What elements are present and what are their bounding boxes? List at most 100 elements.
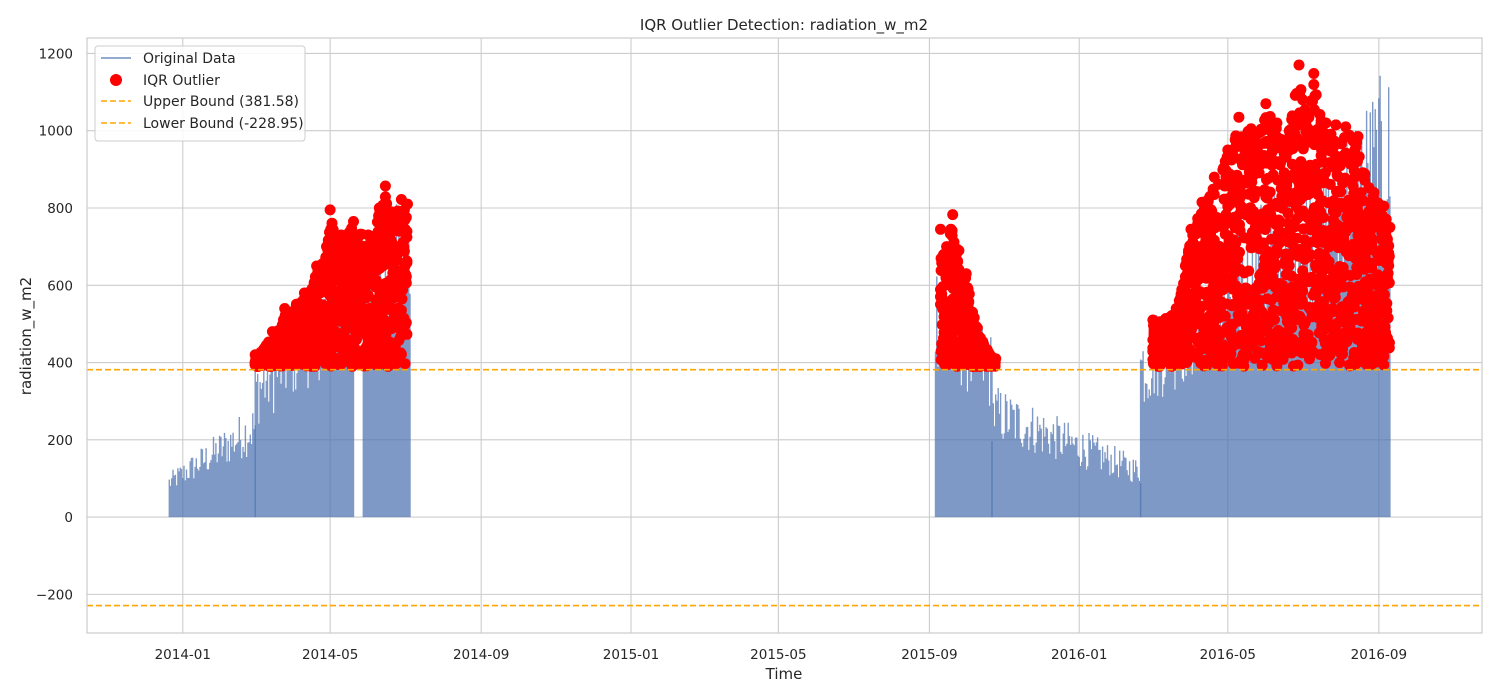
x-tick-label: 2016-01 bbox=[1051, 647, 1107, 663]
outlier-point bbox=[1233, 111, 1245, 123]
outlier-point bbox=[1208, 189, 1220, 200]
legend-label-upper: Upper Bound (381.58) bbox=[143, 94, 299, 110]
outlier-point bbox=[1308, 79, 1320, 90]
outlier-point bbox=[1378, 200, 1390, 212]
outlier-point bbox=[324, 204, 336, 216]
outlier-point bbox=[1196, 196, 1208, 208]
outlier-point bbox=[1170, 303, 1182, 314]
outlier-point bbox=[401, 225, 413, 237]
outlier-point bbox=[1382, 312, 1394, 324]
outlier-point bbox=[1384, 221, 1396, 233]
legend-marker-icon bbox=[110, 74, 122, 86]
outlier-point bbox=[1219, 310, 1231, 322]
outlier-point bbox=[279, 303, 291, 314]
outlier-point bbox=[1269, 314, 1280, 326]
outlier-point bbox=[1383, 250, 1395, 262]
outlier-point bbox=[1260, 98, 1272, 110]
outlier-point bbox=[1378, 350, 1390, 362]
outlier-point bbox=[1383, 260, 1395, 272]
outlier-point bbox=[398, 245, 410, 257]
y-tick-label: 400 bbox=[47, 356, 73, 372]
y-tick-label: −200 bbox=[36, 587, 73, 603]
outlier-point bbox=[1147, 314, 1159, 326]
outlier-point bbox=[1378, 359, 1390, 371]
outlier-point bbox=[399, 358, 411, 370]
outlier-point bbox=[1224, 198, 1236, 210]
outlier-point bbox=[1323, 256, 1335, 268]
outlier-point bbox=[1273, 237, 1285, 249]
outlier-point bbox=[402, 198, 413, 210]
outlier-point bbox=[1292, 359, 1304, 371]
outlier-point bbox=[362, 289, 374, 301]
outlier-point bbox=[400, 317, 412, 329]
original-data-series bbox=[168, 75, 1391, 518]
x-tick-label: 2014-01 bbox=[155, 647, 211, 663]
chart-title: IQR Outlier Detection: radiation_w_m2 bbox=[640, 16, 928, 35]
outlier-point bbox=[379, 180, 391, 192]
iqr-outlier-series bbox=[249, 59, 1396, 373]
outlier-point bbox=[1283, 260, 1295, 272]
y-tick-label: 200 bbox=[47, 433, 73, 449]
outlier-point bbox=[1297, 94, 1309, 106]
outlier-point bbox=[401, 257, 413, 269]
outlier-point bbox=[1305, 249, 1317, 261]
outlier-point bbox=[1293, 59, 1305, 71]
outlier-point bbox=[1308, 68, 1320, 79]
outlier-point bbox=[327, 224, 339, 236]
outlier-point bbox=[953, 245, 965, 256]
outlier-point bbox=[1359, 168, 1371, 180]
outlier-point bbox=[1269, 262, 1281, 274]
outlier-point bbox=[1318, 296, 1330, 308]
outlier-point bbox=[952, 255, 964, 267]
outlier-point bbox=[1330, 119, 1342, 131]
outlier-point bbox=[1383, 277, 1395, 289]
outlier-point bbox=[400, 211, 412, 223]
outlier-point bbox=[1353, 151, 1365, 163]
outlier-point bbox=[990, 353, 1002, 365]
outlier-point bbox=[1282, 207, 1294, 219]
legend: Original Data IQR Outlier Upper Bound (3… bbox=[94, 45, 306, 142]
x-tick-label: 2015-01 bbox=[603, 647, 659, 663]
outlier-point bbox=[935, 223, 946, 235]
y-tick-label: 800 bbox=[47, 201, 73, 217]
x-tick-label: 2014-09 bbox=[453, 647, 509, 663]
original-data-segment bbox=[254, 235, 355, 518]
outlier-point bbox=[1208, 171, 1220, 183]
original-data-segment bbox=[991, 388, 1142, 518]
outlier-point bbox=[401, 328, 413, 340]
y-tick-label: 1200 bbox=[39, 46, 73, 62]
legend-label-original: Original Data bbox=[143, 51, 236, 67]
outlier-point bbox=[1267, 304, 1279, 316]
outlier-point bbox=[1234, 192, 1246, 204]
outlier-point bbox=[941, 241, 953, 253]
outlier-point bbox=[311, 260, 323, 272]
legend-label-outlier: IQR Outlier bbox=[143, 73, 220, 89]
outlier-point bbox=[968, 312, 980, 324]
outlier-point bbox=[960, 268, 972, 280]
x-tick-labels: 2014-01 2014-05 2014-09 2015-01 2015-05 2015-… bbox=[155, 647, 1407, 663]
bound-lines bbox=[87, 368, 1482, 607]
outlier-point bbox=[1319, 167, 1331, 179]
y-tick-label: 1000 bbox=[39, 124, 73, 140]
outlier-point bbox=[1230, 237, 1242, 249]
y-axis-label: radiation_w_m2 bbox=[17, 277, 36, 395]
x-tick-label: 2016-05 bbox=[1200, 647, 1256, 663]
outlier-point bbox=[1297, 285, 1309, 297]
x-tick-label: 2016-09 bbox=[1351, 647, 1407, 663]
outlier-point bbox=[1383, 240, 1395, 252]
outlier-point bbox=[396, 293, 408, 305]
outlier-point bbox=[356, 301, 368, 313]
outlier-point bbox=[348, 216, 359, 227]
outlier-point bbox=[1232, 315, 1244, 327]
outlier-point bbox=[1352, 131, 1364, 142]
outlier-point bbox=[1368, 187, 1380, 198]
outlier-point bbox=[386, 206, 397, 218]
outlier-point bbox=[1306, 336, 1318, 348]
outlier-point bbox=[947, 209, 959, 221]
outlier-point bbox=[1243, 265, 1255, 277]
outlier-point bbox=[1222, 144, 1234, 156]
outlier-point bbox=[1245, 123, 1257, 135]
outlier-point bbox=[1283, 125, 1295, 137]
outlier-point bbox=[395, 348, 407, 360]
outlier-point bbox=[1383, 342, 1395, 354]
